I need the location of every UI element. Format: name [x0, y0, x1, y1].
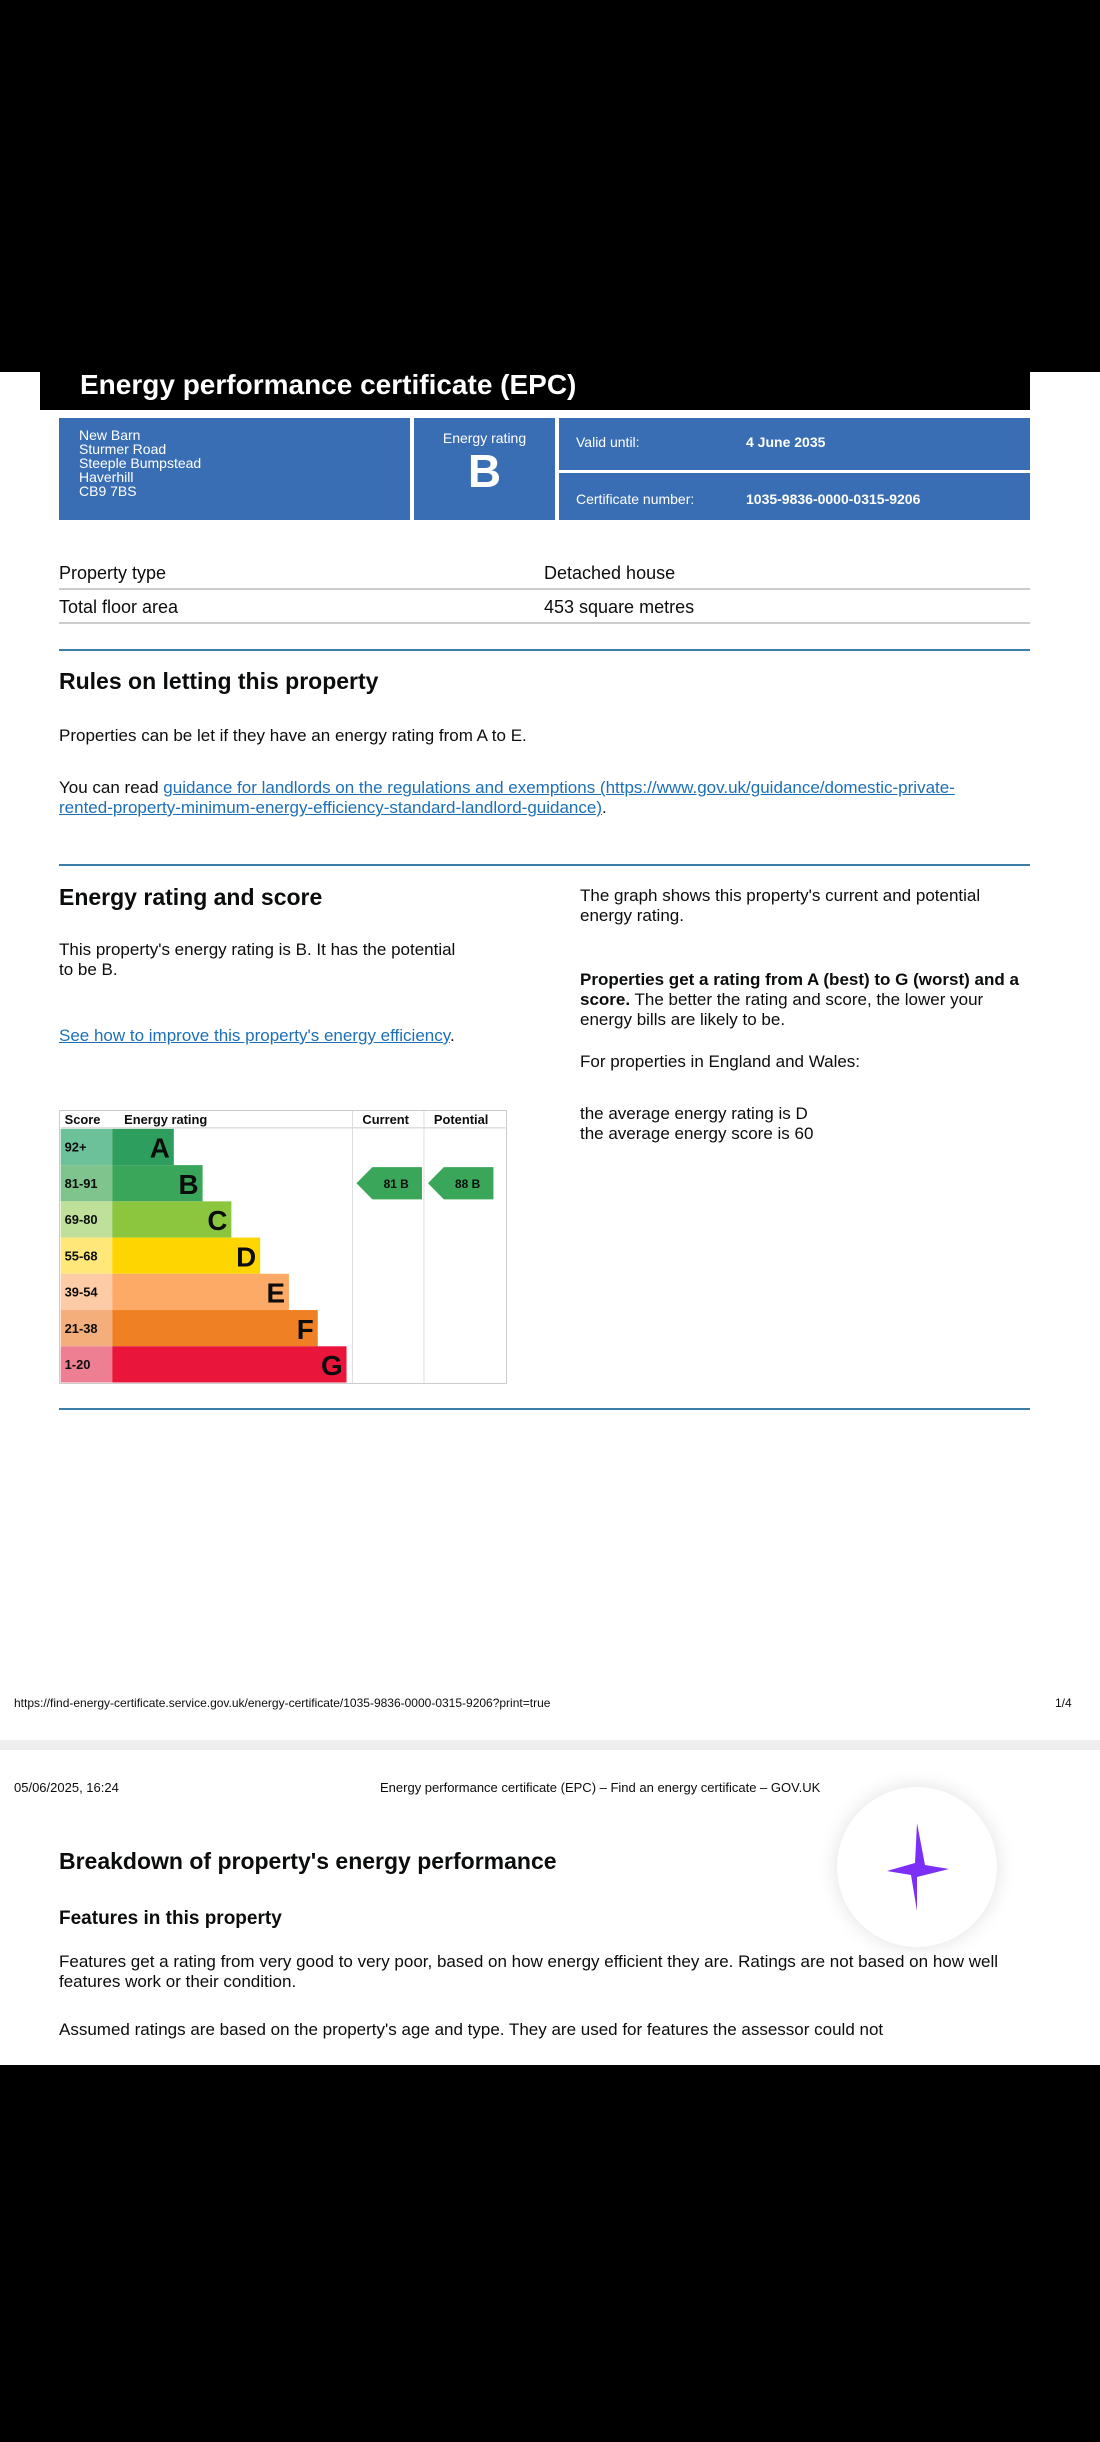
- energy-rating-value: B: [467, 445, 502, 497]
- rating-bar-A: [112, 1128, 174, 1166]
- rating-bar-B: [112, 1165, 203, 1202]
- text: .: [449, 1026, 455, 1045]
- property-type-row: Property type Detached house: [59, 558, 1030, 590]
- rating-bar-D: [112, 1237, 261, 1274]
- chart-header: Energy rating: [124, 1112, 207, 1127]
- score-heading: Energy rating and score: [59, 884, 323, 910]
- features-heading: Features in this property: [59, 1908, 282, 1929]
- sparkle-icon: [887, 1823, 949, 1911]
- rating-letter: F: [297, 1314, 314, 1345]
- cert-label: Certificate number:: [576, 491, 695, 507]
- divider: [59, 864, 1030, 866]
- score-label: 1-20: [65, 1357, 91, 1372]
- improve: See how to improve this property's energ…: [59, 1026, 459, 1046]
- rating-letter: B: [179, 1169, 199, 1200]
- score-label: 92+: [65, 1140, 87, 1155]
- score-label: 55-68: [65, 1248, 98, 1263]
- graph-desc: The graph shows this property's current …: [580, 886, 981, 925]
- value: 453 square metres: [544, 597, 695, 617]
- text: The better the rating and score, the low…: [580, 990, 984, 1029]
- assistant-button[interactable]: [837, 1787, 997, 1947]
- rating-letter: E: [266, 1278, 285, 1309]
- features-text: Features get a rating from very good to …: [59, 1952, 999, 1991]
- rules-guidance: You can read guidance for landlords on t…: [59, 778, 999, 818]
- energy-rating-chart: Score Energy rating Current Potential 92+ A 81…: [59, 1110, 507, 1384]
- label: Property type: [59, 563, 167, 583]
- footer-url: https://find-energy-certificate.service.…: [14, 1696, 551, 1710]
- certificate-number: Certificate number: 1035-9836-0000-0315-…: [559, 473, 1030, 520]
- score-cell: [60, 1237, 113, 1274]
- address-line: Sturmer Road: [79, 441, 167, 457]
- rating-letter: C: [207, 1205, 227, 1236]
- current-label: 81 B: [384, 1177, 410, 1191]
- valid-until: Valid until: 4 June 2035: [559, 418, 1030, 470]
- rating-bar-E: [112, 1273, 289, 1311]
- address-line: New Barn: [79, 427, 141, 443]
- score-label: 39-54: [65, 1285, 99, 1300]
- score-cell: [60, 1165, 113, 1202]
- potential-arrow: [427, 1167, 494, 1200]
- breakdown-heading: Breakdown of property's energy performan…: [59, 1848, 557, 1874]
- rating-bar-C: [112, 1201, 232, 1238]
- page-number: 1/4: [1055, 1696, 1072, 1710]
- assumed-text: Assumed ratings are based on the propert…: [59, 2020, 884, 2039]
- score-cell: [60, 1310, 113, 1347]
- score-text: This property's energy rating is B. It h…: [59, 940, 456, 979]
- energy-rating-label: Energy rating: [442, 430, 527, 446]
- print-title: Energy performance certificate (EPC) – F…: [380, 1780, 821, 1795]
- cert-value: 1035-9836-0000-0315-9206: [746, 491, 921, 507]
- improve-link[interactable]: See how to improve this property's energ…: [59, 1026, 450, 1045]
- certificate-page: Energy performance certificate (EPC) New…: [0, 372, 1100, 2065]
- divider: [59, 1408, 1030, 1410]
- valid-value: 4 June 2035: [746, 434, 826, 450]
- score-cell: [60, 1201, 113, 1238]
- rules-text: Properties can be let if they have an en…: [59, 726, 527, 745]
- address-line: Steeple Bumpstead: [79, 455, 202, 471]
- print-date: 05/06/2025, 16:24: [14, 1780, 119, 1795]
- chart-header: Potential: [434, 1112, 488, 1127]
- avg-rating: the average energy rating is D: [580, 1104, 808, 1123]
- chart-header: Current: [362, 1112, 409, 1127]
- chart-header: Score: [65, 1112, 101, 1127]
- divider: [59, 649, 1030, 651]
- rating-letter: D: [236, 1241, 256, 1272]
- bold: Properties get a rating from A (best) to…: [580, 970, 1019, 1009]
- england-wales: For properties in England and Wales:: [580, 1052, 861, 1071]
- score-cell: [60, 1346, 113, 1383]
- rules-heading: Rules on letting this property: [59, 668, 379, 694]
- page-title: Energy performance certificate (EPC): [40, 372, 1030, 410]
- guidance-link[interactable]: guidance for landlords on the regulation…: [59, 778, 955, 817]
- floor-area-row: Total floor area 453 square metres: [59, 592, 1030, 624]
- text: You can read: [59, 778, 164, 797]
- page-separator: [0, 1740, 1100, 1750]
- rating-bar-F: [112, 1310, 318, 1347]
- score-label: 21-38: [65, 1321, 98, 1336]
- value: Detached house: [544, 563, 676, 583]
- potential-label: 88 B: [455, 1177, 481, 1191]
- avg-score: the average energy score is 60: [580, 1124, 814, 1143]
- valid-label: Valid until:: [576, 434, 640, 450]
- address-postcode: CB9 7BS: [79, 483, 137, 499]
- label: Total floor area: [59, 597, 179, 617]
- address-line: Haverhill: [79, 469, 134, 485]
- text: .: [602, 798, 607, 817]
- energy-rating-box: Energy rating B: [414, 418, 555, 520]
- score-label: 81-91: [65, 1176, 98, 1191]
- address: New Barn Sturmer Road Steeple Bumpstead …: [59, 418, 410, 520]
- rating-desc: Properties get a rating from A (best) to…: [580, 970, 1030, 1030]
- rating-letter: A: [150, 1133, 170, 1164]
- current-arrow: [356, 1167, 422, 1200]
- rating-letter: G: [321, 1350, 343, 1381]
- score-cell: [60, 1128, 113, 1166]
- rating-bar-G: [112, 1346, 347, 1383]
- score-cell: [60, 1273, 113, 1311]
- score-label: 69-80: [65, 1212, 98, 1227]
